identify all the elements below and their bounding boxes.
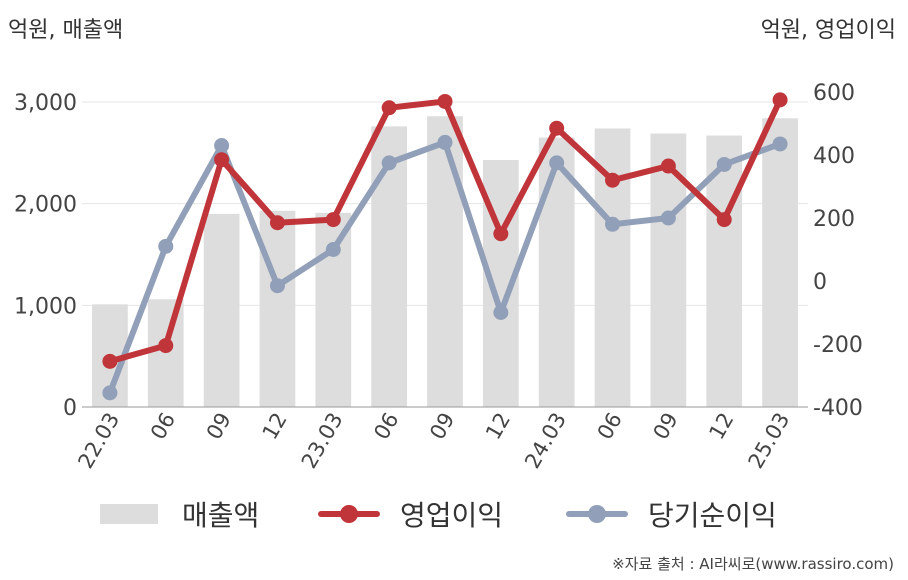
point-net-income-4 xyxy=(325,242,341,257)
point-operating-profit-2 xyxy=(214,152,230,168)
right-axis-unit-label: 억원, 영업이익 xyxy=(760,18,896,43)
bar-revenue-6 xyxy=(427,116,463,407)
point-net-income-0 xyxy=(102,385,118,401)
right-y-tick-label: -400 xyxy=(813,396,863,421)
x-tick-label: 09 xyxy=(649,409,683,444)
point-operating-profit-4 xyxy=(325,212,341,228)
right-y-ticks: -400 -200 0 200 400 600 xyxy=(813,81,863,421)
point-net-income-9 xyxy=(605,216,621,232)
bar-revenue-8 xyxy=(538,137,575,408)
profit-lines xyxy=(102,92,788,401)
x-tick-label: 06 xyxy=(369,409,403,444)
x-tick-label: 12 xyxy=(481,409,515,444)
point-net-income-1 xyxy=(158,238,174,254)
legend-label-operating-profit: 영업이익 xyxy=(400,499,504,532)
point-operating-profit-11 xyxy=(716,212,732,228)
x-tick-label: 22.03 xyxy=(73,409,124,473)
point-operating-profit-1 xyxy=(158,338,174,354)
point-operating-profit-9 xyxy=(605,172,621,188)
point-net-income-2 xyxy=(214,138,230,154)
legend-item-operating-profit: 영업이익 xyxy=(318,494,503,534)
bar-revenue-12 xyxy=(762,118,798,408)
left-y-tick-label: 3,000 xyxy=(14,91,77,116)
source-note: ※자료 출처 : AI라씨로(www.rassiro.com) xyxy=(612,555,894,573)
point-net-income-5 xyxy=(381,155,397,171)
legend-item-revenue: 매출액 xyxy=(100,494,259,534)
left-y-tick-label: 0 xyxy=(63,396,77,421)
bar-revenue-11 xyxy=(706,135,743,408)
bar-revenue-5 xyxy=(371,126,408,408)
x-tick-label: 24.03 xyxy=(520,409,571,473)
x-tick-label: 06 xyxy=(146,409,180,444)
point-net-income-6 xyxy=(437,134,453,150)
point-operating-profit-6 xyxy=(437,93,453,109)
x-ticks: 22.03 06 09 12 23.03 06 09 12 24.03 06 09 12 25.03 xyxy=(73,409,794,473)
point-net-income-10 xyxy=(660,210,676,226)
point-operating-profit-0 xyxy=(102,353,118,369)
x-tick-label: 12 xyxy=(704,409,738,444)
point-net-income-11 xyxy=(716,156,732,172)
point-operating-profit-7 xyxy=(493,226,509,242)
x-tick-label: 09 xyxy=(425,409,459,444)
point-net-income-12 xyxy=(772,136,788,152)
legend-swatch-bar xyxy=(100,504,158,524)
legend-swatch-net xyxy=(566,499,628,529)
right-y-tick-label: 200 xyxy=(813,207,855,232)
bar-revenue-3 xyxy=(259,210,296,407)
left-y-tick-label: 1,000 xyxy=(14,294,77,319)
left-axis-unit-label: 억원, 매출액 xyxy=(8,18,124,43)
right-y-tick-label: -200 xyxy=(813,333,863,358)
right-y-tick-label: 600 xyxy=(813,81,855,106)
x-tick-label: 12 xyxy=(258,409,292,444)
point-operating-profit-3 xyxy=(269,215,285,231)
right-y-tick-label: 400 xyxy=(813,144,855,169)
bar-revenue-1 xyxy=(147,299,184,407)
point-net-income-7 xyxy=(493,305,509,320)
legend-label-revenue: 매출액 xyxy=(182,499,260,532)
legend-swatch-operating xyxy=(318,499,380,529)
legend-item-net-income: 당기순이익 xyxy=(566,494,777,534)
point-operating-profit-12 xyxy=(772,92,788,108)
x-tick-label: 09 xyxy=(202,409,236,444)
x-tick-label: 25.03 xyxy=(744,409,795,473)
point-operating-profit-5 xyxy=(381,100,397,116)
x-tick-label: 23.03 xyxy=(297,409,348,473)
legend-label-net-income: 당기순이익 xyxy=(648,499,777,532)
point-operating-profit-8 xyxy=(549,120,565,136)
point-net-income-3 xyxy=(269,278,285,294)
left-y-ticks: 0 1,000 2,000 3,000 xyxy=(14,91,77,421)
point-net-income-8 xyxy=(549,155,565,171)
left-y-tick-label: 2,000 xyxy=(14,193,77,218)
point-operating-profit-10 xyxy=(660,158,676,174)
bar-revenue-4 xyxy=(315,212,352,407)
bar-revenue-2 xyxy=(203,213,240,407)
right-y-tick-label: 0 xyxy=(813,270,827,295)
x-tick-label: 06 xyxy=(593,409,627,444)
revenue-bars xyxy=(92,116,798,408)
